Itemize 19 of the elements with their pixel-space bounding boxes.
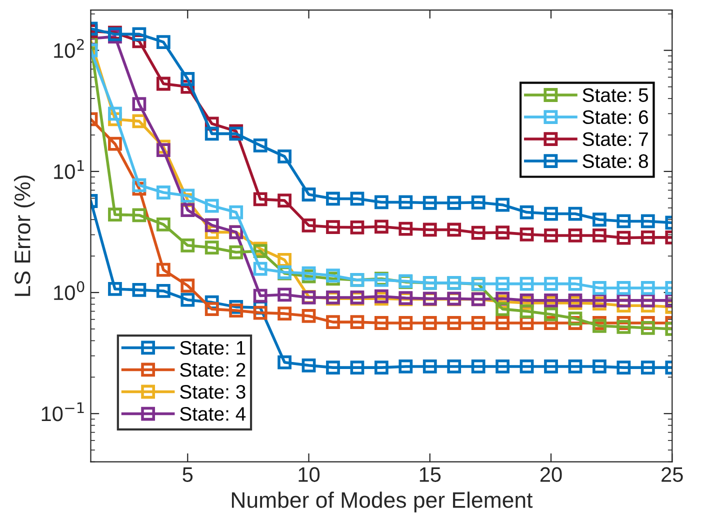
y-tick-label: 10$^{−1}$ [42, 402, 84, 422]
x-tick-label: 20 [540, 467, 562, 482]
y-tick-label: 10$^{0}$ [54, 281, 84, 300]
x-tick-label: 10 [298, 467, 320, 482]
x-axis-title: Number of Modes per Element [232, 492, 533, 512]
legend-label: State: 4 [180, 406, 246, 421]
legend-label: State: 2 [180, 362, 246, 377]
y-tick-label: 10$^{2}$ [54, 38, 84, 58]
legend-label: State: 3 [180, 384, 246, 399]
x-tick-label: 25 [662, 467, 683, 482]
legend-label: State: 6 [582, 110, 648, 124]
legend-label: State: 8 [582, 154, 648, 168]
y-tick-label: 10$^{1}$ [54, 160, 84, 180]
x-tick-label: 5 [182, 467, 193, 482]
legend-label: State: 5 [582, 88, 648, 102]
x-tick-label: 15 [420, 467, 441, 482]
legend-label: State: 1 [180, 340, 246, 355]
legend-label: State: 7 [582, 132, 648, 146]
y-axis-title: LS Error (%) [14, 176, 35, 296]
